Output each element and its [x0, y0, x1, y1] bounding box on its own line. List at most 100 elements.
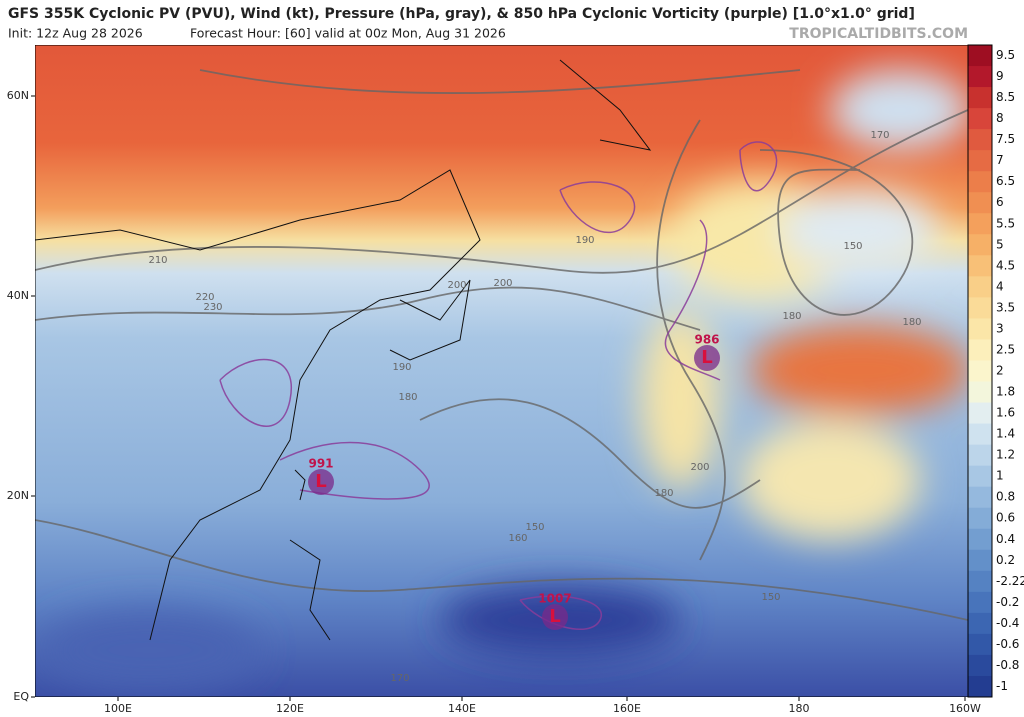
lat-label: EQ [13, 690, 29, 703]
credit: TROPICALTIDBITS.COM [789, 26, 968, 42]
colorbar-label: 9.5 [996, 48, 1015, 62]
colorbar-cell [968, 423, 992, 446]
colorbar-cell [968, 591, 992, 614]
colorbar-label: 5.5 [996, 216, 1015, 230]
colorbar-label: 9 [996, 69, 1004, 83]
init: Init: 12z Aug 28 2026 [8, 26, 143, 41]
colorbar-cell [968, 549, 992, 572]
low-symbol: L [315, 471, 326, 492]
colorbar-label: 6.5 [996, 174, 1015, 188]
lon-label: 140E [448, 702, 476, 715]
colorbar-label: 7.5 [996, 132, 1015, 146]
contour-label: 200 [493, 278, 512, 289]
contour-label: 150 [761, 592, 780, 603]
contour-label: 180 [782, 311, 801, 322]
contour-label: 180 [398, 392, 417, 403]
lat-label: 60N [7, 89, 29, 102]
colorbar-cell [968, 87, 992, 109]
colorbar-label: -0.4 [996, 616, 1019, 630]
low-center [308, 469, 334, 495]
low-symbol: L [701, 347, 712, 368]
contour-label: 230 [203, 302, 222, 313]
colorbar-cell [968, 633, 992, 656]
colorbar-cell [968, 213, 992, 235]
colorbar-cell [968, 297, 992, 319]
colorbar-label: 1.8 [996, 385, 1015, 399]
colorbar-cell [968, 108, 992, 130]
contour-label: 150 [843, 241, 862, 252]
colorbar-cell [968, 171, 992, 193]
lon-label: 180 [789, 702, 810, 715]
contour-label: 170 [870, 130, 889, 141]
colorbar-label: 0.6 [996, 511, 1015, 525]
colorbar-cell [968, 192, 992, 214]
low-pressure: 991 [308, 457, 333, 471]
colorbar-label: -1 [996, 679, 1008, 693]
lon-label: 160E [613, 702, 641, 715]
contour-label: 200 [690, 462, 709, 473]
colorbar-label: -0.8 [996, 658, 1019, 672]
colorbar-label: 0.8 [996, 490, 1015, 504]
map [35, 45, 968, 697]
colorbar-cell [968, 381, 992, 404]
colorbar-label: 6 [996, 195, 1004, 209]
colorbar-cell [968, 570, 992, 593]
colorbar-cell [968, 444, 992, 467]
colorbar-label: -0.6 [996, 637, 1019, 651]
contour-label: 190 [392, 362, 411, 373]
colorbar-cell [968, 234, 992, 256]
colorbar-label: 4.5 [996, 258, 1015, 272]
colorbar-label: 3.5 [996, 300, 1015, 314]
colorbar-cell [968, 129, 992, 151]
colorbar-cell [968, 360, 992, 383]
title: GFS 355K Cyclonic PV (PVU), Wind (kt), P… [8, 6, 915, 22]
colorbar-label: 5 [996, 237, 1004, 251]
colorbar-cell [968, 528, 992, 551]
colorbar-label: -0.2 [996, 595, 1019, 609]
colorbar-cell [968, 276, 992, 298]
colorbar-label: 2.5 [996, 342, 1015, 356]
low-symbol: L [549, 606, 560, 627]
colorbar-cell [968, 654, 992, 677]
lat-label: 40N [7, 289, 29, 302]
colorbar-cell [968, 507, 992, 530]
colorbar-label: 1 [996, 469, 1004, 483]
colorbar-label: 7 [996, 153, 1004, 167]
colorbar-cell [968, 675, 992, 698]
colorbar-label: 0.4 [996, 532, 1015, 546]
colorbar-label: 8.5 [996, 90, 1015, 104]
colorbar-cell [968, 402, 992, 425]
colorbar-cell [968, 255, 992, 277]
colorbar-label: 1.4 [996, 427, 1015, 441]
colorbar-frame [967, 44, 993, 698]
low-pressure: 986 [694, 333, 719, 347]
lat-label: 20N [7, 489, 29, 502]
colorbar-cell [968, 339, 992, 361]
contour-label: 210 [148, 255, 167, 266]
colorbar-cell [968, 45, 992, 67]
colorbar-label: 2 [996, 364, 1004, 378]
contour-label: 170 [390, 673, 409, 684]
colorbar-cell [968, 612, 992, 635]
contour-label: 180 [654, 488, 673, 499]
contour-label: 200 [447, 280, 466, 291]
low-center [694, 345, 720, 371]
colorbar-cell [968, 66, 992, 88]
forecast: Forecast Hour: [60] valid at 00z Mon, Au… [190, 26, 506, 41]
colorbar-label: 0.2 [996, 553, 1015, 567]
lon-label: 120E [276, 702, 304, 715]
colorbar-cell [968, 318, 992, 340]
contour-label: 160 [508, 533, 527, 544]
lon-label: 160W [949, 702, 981, 715]
colorbar-label: 1.2 [996, 448, 1015, 462]
low-pressure: 1007 [538, 592, 571, 606]
lon-label: 100E [104, 702, 132, 715]
colorbar-cell [968, 465, 992, 488]
low-center [542, 604, 568, 630]
contour-label: 190 [575, 235, 594, 246]
contour-label: 180 [902, 317, 921, 328]
colorbar-label: 1.6 [996, 406, 1015, 420]
contour-label: 220 [195, 292, 214, 303]
colorbar-label: 8 [996, 111, 1004, 125]
